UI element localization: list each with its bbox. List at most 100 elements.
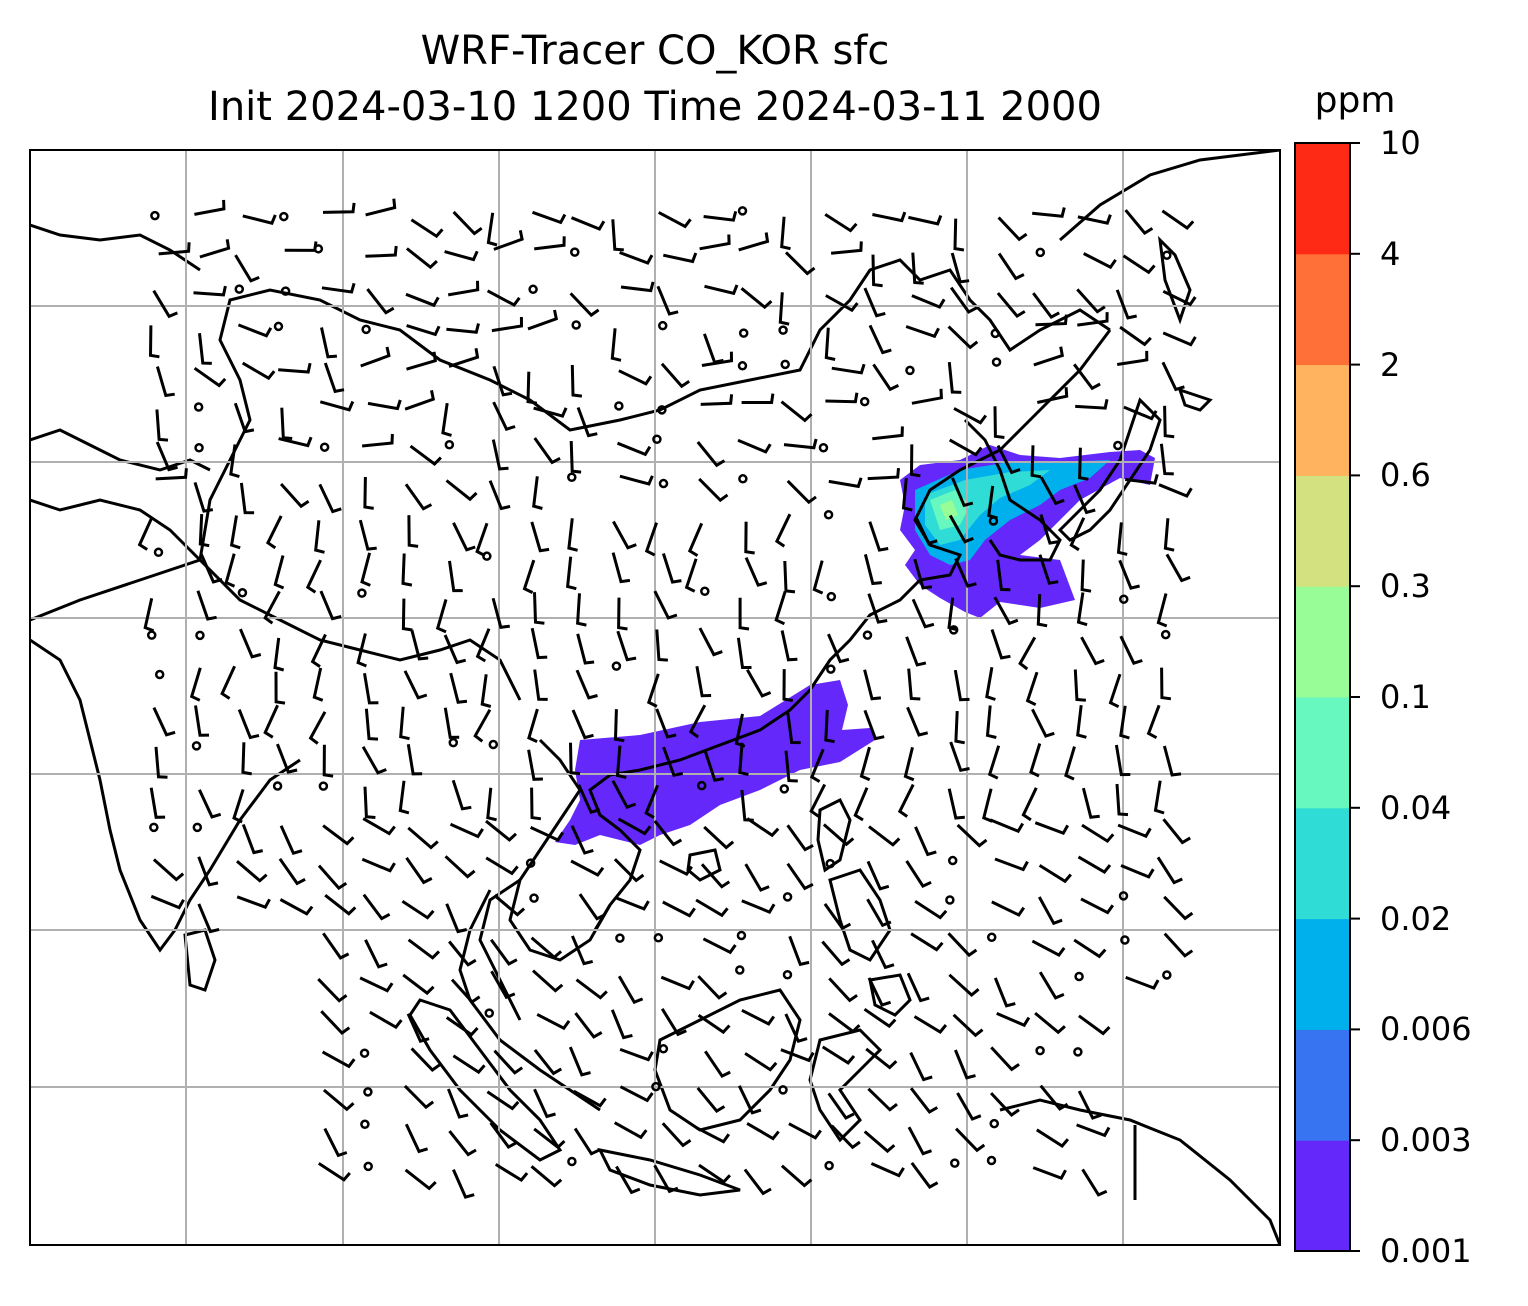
wind-barb bbox=[570, 216, 606, 231]
wind-barb bbox=[480, 674, 492, 708]
calm-wind-marker bbox=[990, 328, 1001, 339]
wind-barb bbox=[574, 1012, 603, 1039]
wind-barb bbox=[1039, 514, 1060, 545]
calm-wind-marker bbox=[195, 630, 205, 641]
calm-wind-marker bbox=[279, 211, 289, 222]
wind-barb bbox=[407, 515, 419, 548]
wind-barb bbox=[406, 351, 437, 371]
wind-barb bbox=[695, 665, 712, 698]
wind-barb bbox=[568, 1046, 591, 1077]
wind-barb bbox=[356, 633, 367, 668]
wind-barb bbox=[784, 1013, 808, 1044]
wind-barb bbox=[280, 407, 293, 440]
wind-barb bbox=[615, 1165, 641, 1195]
wind-barb bbox=[1078, 1014, 1111, 1036]
wind-barb bbox=[1078, 447, 1089, 481]
calm-wind-marker bbox=[782, 892, 793, 902]
colorbar-tick-label: 0.006 bbox=[1380, 1010, 1472, 1049]
wind-barb bbox=[571, 935, 594, 966]
calm-wind-marker bbox=[448, 737, 459, 748]
calm-wind-marker bbox=[482, 551, 492, 561]
wind-barb bbox=[451, 779, 472, 811]
wind-barb bbox=[914, 515, 938, 546]
wind-barb bbox=[1073, 938, 1107, 959]
wind-barb bbox=[491, 439, 509, 471]
calm-wind-marker bbox=[529, 893, 539, 903]
wind-barb bbox=[406, 324, 441, 337]
colorbar-segment bbox=[1295, 253, 1350, 366]
wind-barb bbox=[150, 894, 185, 910]
calm-wind-marker bbox=[657, 405, 667, 415]
wind-barb bbox=[905, 325, 940, 339]
wind-barb bbox=[780, 1164, 813, 1188]
wind-barb bbox=[220, 665, 236, 700]
calm-wind-marker bbox=[986, 932, 997, 942]
wind-barb bbox=[955, 1127, 986, 1153]
wind-barb bbox=[661, 553, 682, 584]
wind-barb bbox=[492, 401, 516, 432]
wind-barb bbox=[871, 254, 883, 288]
wind-barb bbox=[824, 327, 836, 361]
wind-barb bbox=[490, 970, 516, 1000]
wind-barb bbox=[688, 704, 707, 739]
wind-barb bbox=[1119, 325, 1152, 347]
wind-barb bbox=[1064, 746, 1076, 781]
colorbar-segment bbox=[1295, 1140, 1350, 1252]
wind-barb bbox=[809, 783, 827, 818]
wind-barb bbox=[148, 325, 160, 359]
wind-barb bbox=[611, 552, 631, 584]
wind-barb bbox=[362, 893, 391, 921]
wind-barb bbox=[321, 1050, 356, 1069]
wind-barb bbox=[575, 978, 608, 1000]
wind-barb bbox=[359, 976, 394, 993]
wind-barb bbox=[361, 433, 394, 448]
calm-wind-marker bbox=[1160, 629, 1171, 640]
wind-barb bbox=[738, 232, 770, 252]
wind-barb bbox=[778, 292, 790, 326]
wind-barb bbox=[788, 1122, 822, 1140]
wind-barb bbox=[578, 893, 606, 921]
wind-barb bbox=[527, 309, 559, 331]
wind-barb bbox=[323, 1127, 348, 1158]
wind-barb bbox=[1032, 292, 1060, 320]
wind-barb bbox=[1081, 823, 1115, 844]
wind-barb bbox=[449, 672, 468, 704]
wind-barb bbox=[1122, 254, 1156, 275]
wind-barb bbox=[989, 818, 1024, 834]
wind-barb bbox=[612, 520, 637, 550]
wind-barb bbox=[310, 633, 327, 668]
wind-barb bbox=[365, 245, 398, 258]
colorbar-tick-label: 0.6 bbox=[1380, 456, 1431, 495]
wind-barb bbox=[1034, 821, 1070, 836]
wind-barb bbox=[868, 521, 889, 552]
wind-barb bbox=[361, 745, 387, 775]
wind-barb bbox=[905, 636, 927, 667]
wind-barb bbox=[610, 328, 622, 362]
wind-barb bbox=[241, 823, 264, 855]
colorbar-segment bbox=[1295, 918, 1350, 1030]
wind-barb bbox=[452, 1054, 486, 1075]
wind-barb bbox=[155, 468, 188, 481]
wind-barb bbox=[364, 708, 379, 741]
wind-barb bbox=[1165, 553, 1191, 583]
wind-barb bbox=[872, 363, 900, 392]
wind-barb bbox=[743, 1168, 772, 1196]
wind-barb bbox=[154, 746, 168, 779]
calm-wind-marker bbox=[905, 365, 915, 376]
wind-barb bbox=[996, 559, 1011, 592]
wind-barb bbox=[1156, 593, 1168, 628]
wind-barb bbox=[569, 441, 582, 474]
wind-barb bbox=[193, 481, 214, 513]
wind-barb bbox=[872, 211, 907, 223]
wind-barb bbox=[531, 210, 567, 225]
wind-barb bbox=[1031, 939, 1066, 958]
wind-barb bbox=[788, 935, 810, 967]
wind-barb bbox=[320, 1010, 351, 1035]
wind-barb bbox=[193, 366, 227, 388]
wind-barb bbox=[530, 787, 542, 821]
colorbar-tick-label: 2 bbox=[1380, 345, 1401, 384]
wind-barb bbox=[530, 627, 548, 660]
colorbar-tick-label: 0.04 bbox=[1380, 788, 1452, 827]
wind-barb bbox=[990, 1046, 1020, 1072]
wind-barb bbox=[1119, 635, 1143, 666]
